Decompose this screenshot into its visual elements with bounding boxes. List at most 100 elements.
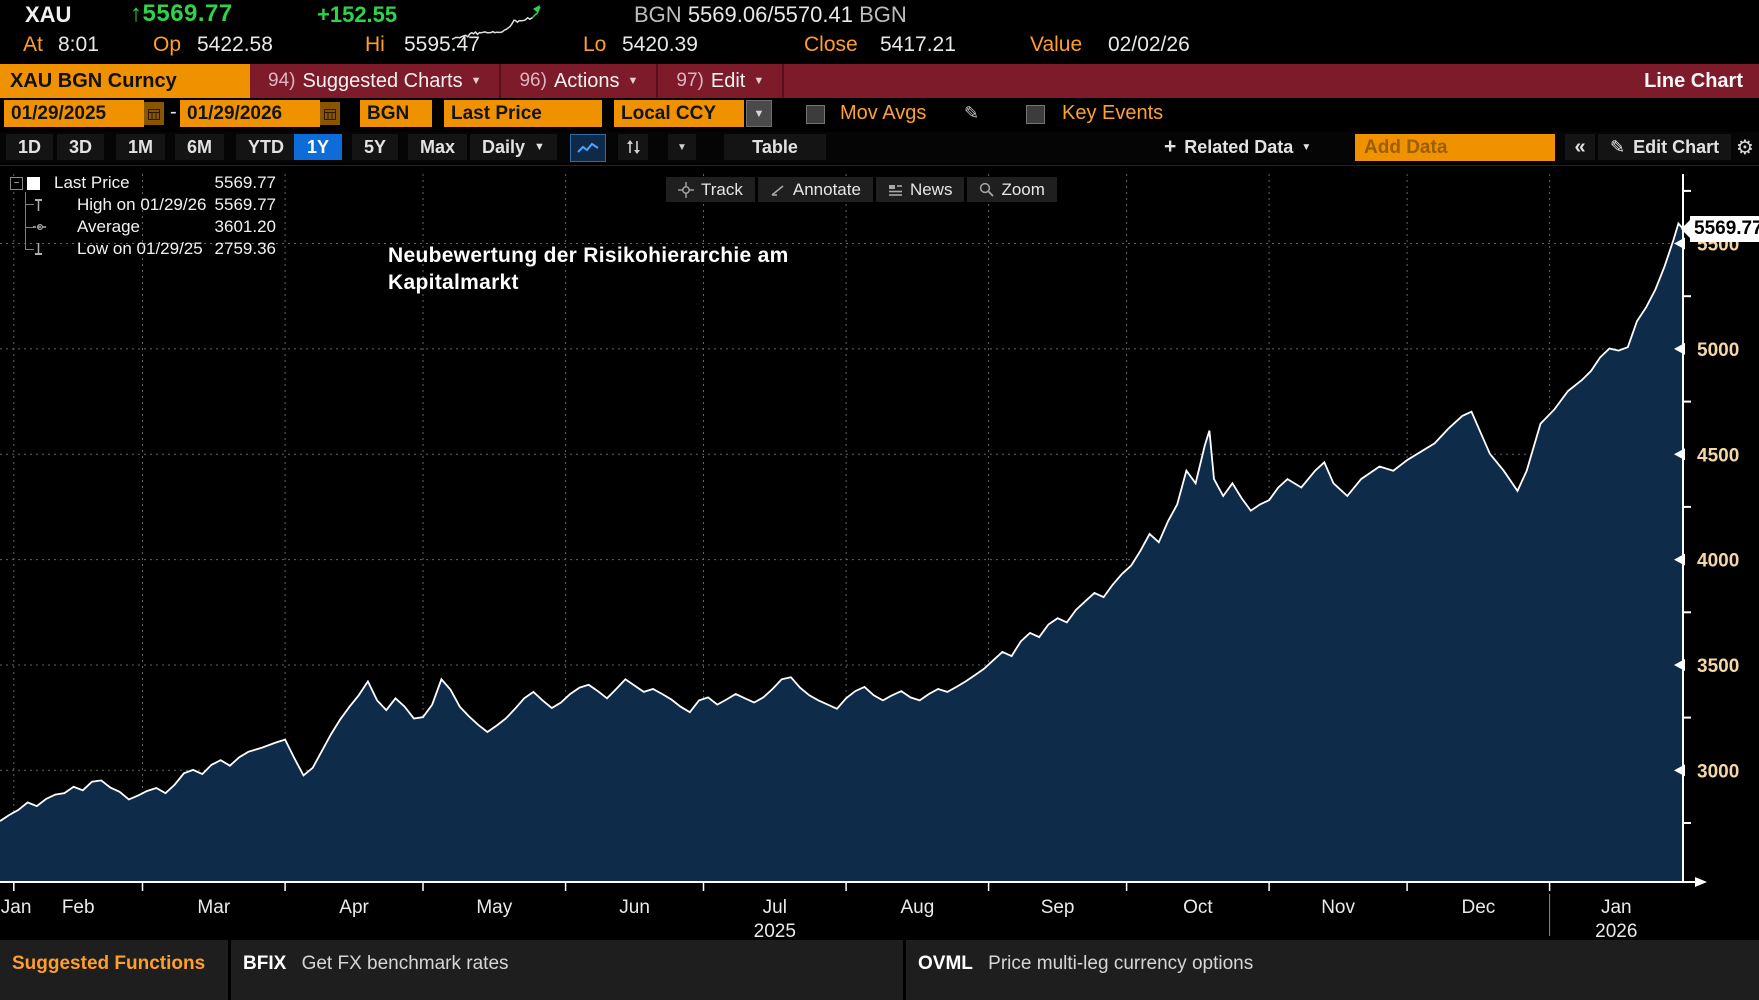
quote-header: XAU ↑5569.77 +152.55 BGN 5569.06/5570.41… <box>0 0 1759 40</box>
calendar-icon[interactable] <box>144 102 164 125</box>
range-1d[interactable]: 1D <box>6 134 54 160</box>
legend-row-average[interactable]: Average 3601.20 <box>10 216 276 238</box>
table-button[interactable]: Table <box>724 134 826 160</box>
range-ytd[interactable]: YTD <box>236 134 296 160</box>
range-1y-selected[interactable]: 1Y <box>294 134 342 160</box>
last-price: 5569.77 <box>142 0 233 27</box>
legend-value: 3601.20 <box>214 217 276 236</box>
view-mode-label: Line Chart <box>1644 69 1743 92</box>
svg-text:3500: 3500 <box>1697 656 1739 677</box>
legend-label: Low on 01/29/25 <box>77 239 203 258</box>
footer-item-ovml[interactable]: OVML Price multi-leg currency options <box>906 940 1759 1000</box>
currency-dropdown-button[interactable]: ▼ <box>746 100 772 127</box>
zoom-button[interactable]: Zoom <box>967 177 1057 202</box>
legend-row-high[interactable]: High on 01/29/26 5569.77 <box>10 194 276 216</box>
at-time: 8:01 <box>58 33 99 56</box>
ticker-symbol: XAU <box>25 2 72 27</box>
menu-edit-label: Edit <box>710 69 746 92</box>
svg-text:Aug: Aug <box>900 897 934 918</box>
low-marker-icon <box>35 243 42 255</box>
price-field-selector[interactable]: Last Price <box>444 100 602 127</box>
mov-avgs-checkbox[interactable] <box>806 105 825 124</box>
range-max[interactable]: Max <box>408 134 468 160</box>
footer-divider <box>903 940 906 1000</box>
svg-text:Feb: Feb <box>62 897 95 918</box>
bid-ask-values: 5569.06/5570.41 <box>687 2 853 27</box>
range-3d[interactable]: 3D <box>57 134 105 160</box>
date-from-input[interactable]: 01/29/2025 <box>4 100 144 127</box>
last-price-swatch <box>27 176 40 190</box>
compare-axes-button[interactable] <box>618 134 648 160</box>
svg-text:2025: 2025 <box>754 921 796 941</box>
svg-text:May: May <box>476 897 512 918</box>
chart-legend[interactable]: − Last Price 5569.77 High on 01/29/26 55… <box>10 172 276 260</box>
range-6m[interactable]: 6M <box>175 134 225 160</box>
menu-edit[interactable]: 97) Edit ▼ <box>658 64 785 98</box>
function-menubar: XAU BGN Curncy 94) Suggested Charts ▼ 96… <box>0 62 1759 98</box>
legend-row-last-price[interactable]: − Last Price 5569.77 <box>10 172 276 194</box>
edit-chart-button[interactable]: ✎ Edit Chart <box>1598 134 1732 160</box>
period-toolbar: 1D 3D 1M 6M YTD 1Y 5Y Max Daily ▼ ▼ Tabl… <box>0 132 1759 163</box>
date-range-separator: - <box>170 101 177 123</box>
frequency-dropdown[interactable]: Daily ▼ <box>470 134 557 160</box>
calendar-icon[interactable] <box>320 102 340 125</box>
pencil-icon: ✎ <box>1610 136 1626 158</box>
range-5y[interactable]: 5Y <box>352 134 399 160</box>
up-down-arrows-icon <box>627 140 640 154</box>
pricing-source-field[interactable]: BGN <box>360 100 432 127</box>
range-1m[interactable]: 1M <box>116 134 166 160</box>
line-chart-type-button[interactable] <box>570 134 606 162</box>
plus-icon: + <box>1164 135 1177 158</box>
tree-collapse-icon[interactable]: − <box>10 176 23 190</box>
chart-type-dropdown[interactable]: ▼ <box>668 134 696 160</box>
pencil-icon[interactable]: ✎ <box>964 103 980 124</box>
news-button[interactable]: News <box>875 177 965 202</box>
annotate-button[interactable]: Annotate <box>757 177 873 202</box>
gear-icon[interactable]: ⚙ <box>1736 135 1754 159</box>
track-button[interactable]: Track <box>666 177 755 202</box>
svg-text:2026: 2026 <box>1595 921 1637 941</box>
chevron-down-icon: ▼ <box>1301 141 1312 153</box>
chevron-down-icon: ▼ <box>534 141 545 153</box>
function-desc: Price multi-leg currency options <box>988 953 1254 974</box>
related-data-label: Related Data <box>1184 136 1294 157</box>
close-value: 5417.21 <box>880 33 956 56</box>
legend-label: High on 01/29/26 <box>77 195 207 214</box>
function-desc: Get FX benchmark rates <box>301 953 509 974</box>
legend-tree-line <box>25 192 26 250</box>
svg-text:Jun: Jun <box>619 897 650 918</box>
chart-controls-row: 01/29/2025 - 01/29/2026 BGN Last Price L… <box>0 98 1759 130</box>
ask-source-label: BGN <box>859 2 907 27</box>
collapse-panel-button[interactable]: « <box>1565 134 1595 160</box>
value-date: 02/02/26 <box>1108 33 1190 56</box>
related-data-dropdown[interactable]: + Related Data ▼ <box>1152 134 1323 160</box>
key-events-checkbox[interactable] <box>1026 105 1045 124</box>
annotate-label: Annotate <box>792 179 861 199</box>
chart-annotation[interactable]: Neubewertung der Risikohierarchie am Kap… <box>388 244 789 294</box>
legend-row-low[interactable]: Low on 01/29/25 2759.36 <box>10 238 276 260</box>
svg-text:Sep: Sep <box>1041 897 1075 918</box>
track-label: Track <box>701 179 743 199</box>
footer-item-bfix[interactable]: BFIX Get FX benchmark rates <box>231 940 903 1000</box>
svg-text:3000: 3000 <box>1697 761 1739 782</box>
currency-selector[interactable]: Local CCY <box>614 100 744 127</box>
news-icon <box>888 184 902 196</box>
date-to-input[interactable]: 01/29/2026 <box>180 100 320 127</box>
menu-suggested-charts-label: Suggested Charts <box>302 69 463 92</box>
security-field[interactable]: XAU BGN Curncy <box>0 64 250 98</box>
svg-text:Mar: Mar <box>197 897 230 918</box>
add-data-input[interactable]: Add Data <box>1355 134 1555 161</box>
svg-text:Jan: Jan <box>1601 897 1632 918</box>
menu-suggested-charts[interactable]: 94) Suggested Charts ▼ <box>250 64 502 98</box>
legend-value: 2759.36 <box>214 239 276 258</box>
chart-tools: Track Annotate News Zoom <box>666 177 1057 202</box>
zoom-magnifier-icon <box>980 182 995 197</box>
menu-actions[interactable]: 96) Actions ▼ <box>501 64 659 98</box>
legend-label: Average <box>77 217 141 236</box>
line-chart-icon <box>577 142 599 153</box>
suggested-functions-label: Suggested Functions <box>12 953 206 974</box>
svg-text:Nov: Nov <box>1321 897 1355 918</box>
frequency-value: Daily <box>482 136 526 157</box>
